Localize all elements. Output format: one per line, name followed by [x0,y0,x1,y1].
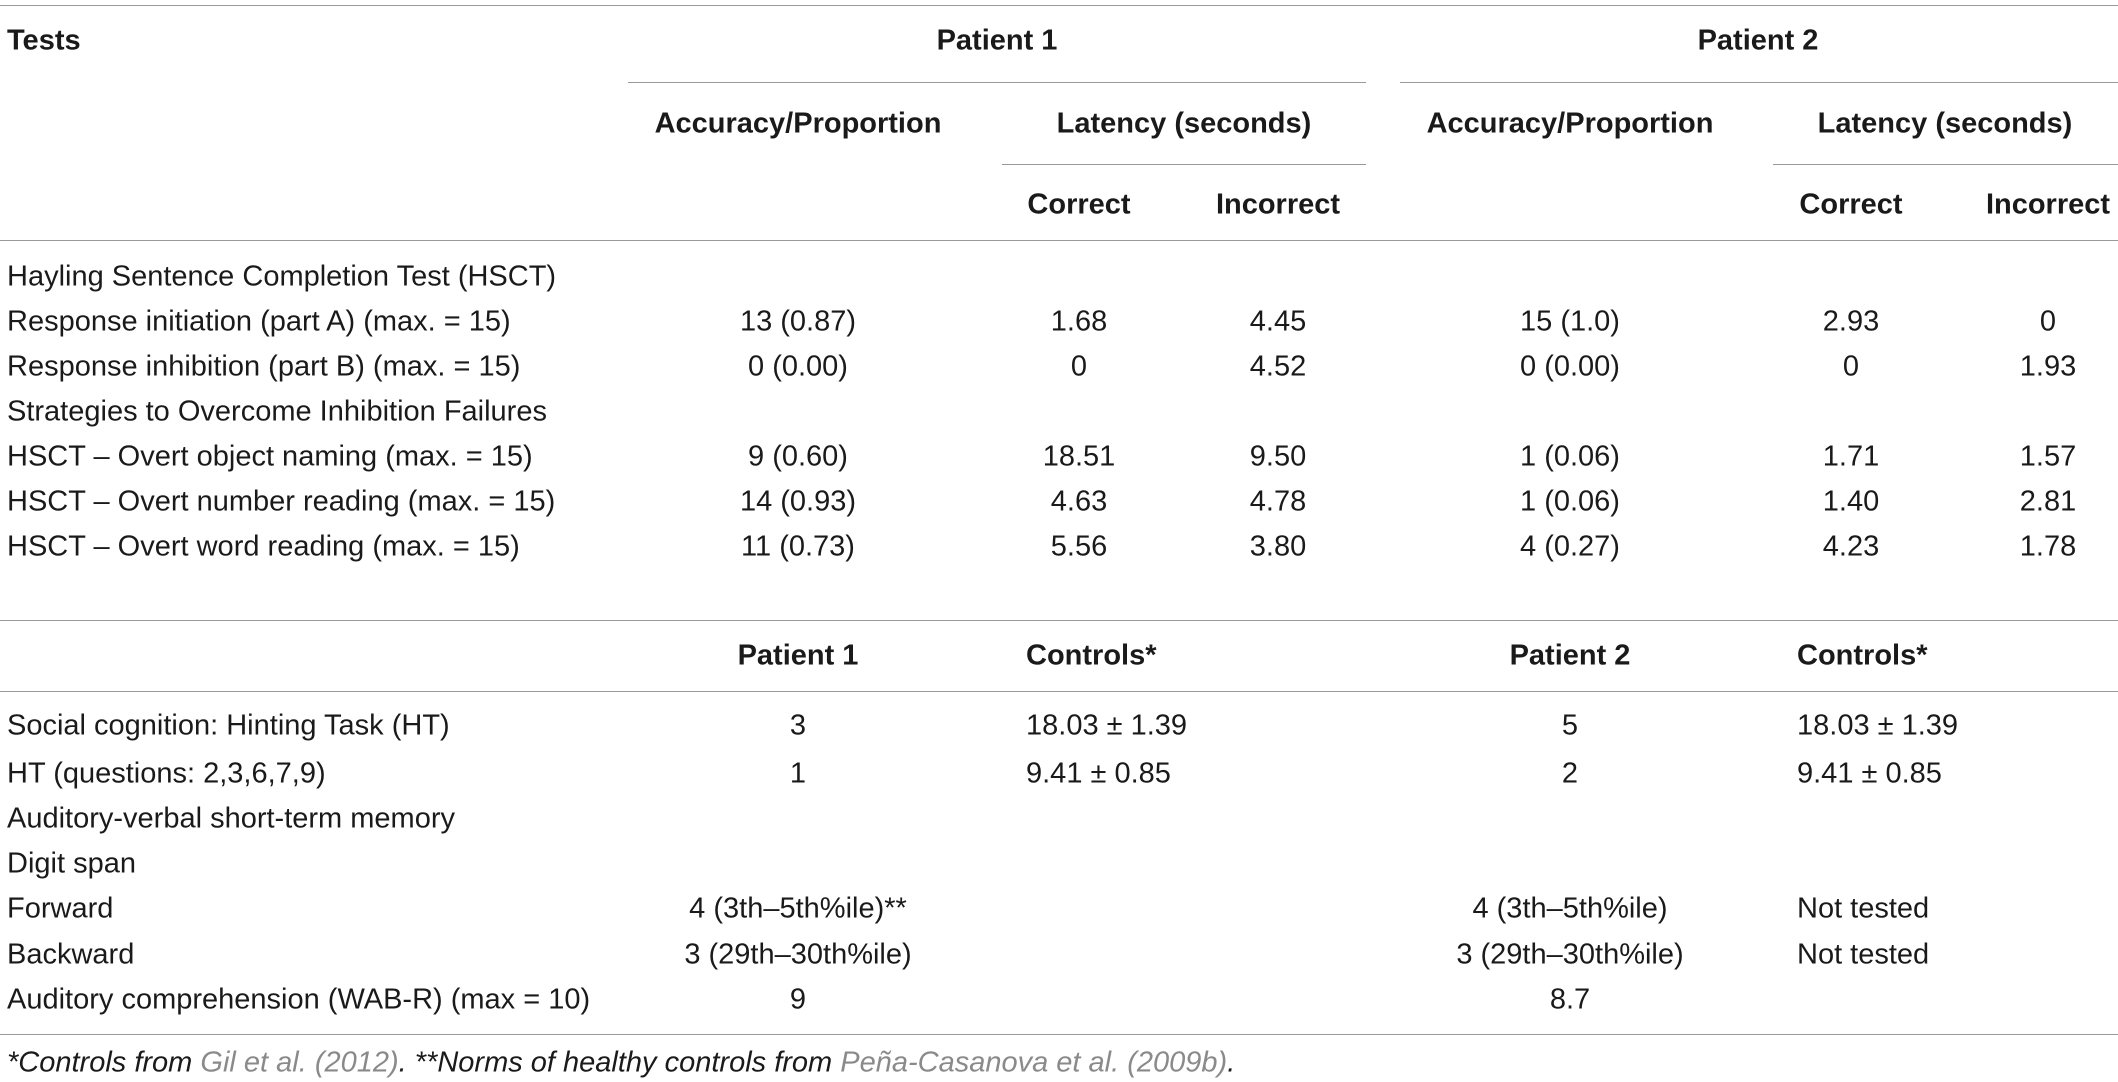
footnote-ref-gil[interactable]: Gil et al. (2012) [200,1046,399,1079]
table-cell: 9 [789,983,807,1016]
table-cell: 0 [1070,350,1088,383]
table-cell: 18.51 [1042,440,1116,473]
rule-latency2 [1773,164,2118,165]
table-cell: 1 (0.06) [1520,485,1620,518]
header-patient1: Patient 1 [936,24,1058,57]
table-cell: Not tested [1797,938,1930,971]
row-label: Auditory-verbal short-term memory [7,802,455,835]
table-cell: 9 (0.60) [748,440,848,473]
header-tests: Tests [7,24,81,57]
table-cell: 9.41 ± 0.85 [1797,757,1942,790]
row-label: Social cognition: Hinting Task (HT) [7,709,450,742]
table-cell: 5 [1561,709,1579,742]
header-correct-p1: Correct [1027,188,1131,221]
table-cell: 1.93 [2019,350,2077,383]
table-cell: 11 (0.73) [741,530,855,563]
table-cell: 1 [789,757,807,790]
rule-patient2 [1400,82,2118,83]
table-cell: 1.57 [2019,440,2077,473]
row-label: Backward [7,938,135,971]
table-cell: 4 (3th–5th%ile)** [689,892,907,925]
table-cell: 9.41 ± 0.85 [1026,757,1171,790]
table-cell: Not tested [1797,892,1930,925]
header2-controls2: Controls* [1797,639,1928,672]
row-label: Auditory comprehension (WAB-R) (max = 10… [7,983,591,1016]
table-cell: 4.45 [1249,305,1307,338]
header-latency-p1: Latency (seconds) [1056,107,1312,140]
header-incorrect-p1: Incorrect [1215,188,1341,221]
table-cell: 5.56 [1050,530,1108,563]
table-cell: 4.78 [1249,485,1307,518]
table-cell: 4.52 [1249,350,1307,383]
table-cell: 1.68 [1050,305,1108,338]
row-label: Response initiation (part A) (max. = 15) [7,305,511,338]
table-cell: 18.03 ± 1.39 [1797,709,1959,742]
row-label: Digit span [7,847,136,880]
table-cell: 0 [2039,305,2057,338]
table-cell: 4 (0.27) [1520,530,1620,563]
footnote-ref-pena[interactable]: Peña-Casanova et al. (2009b) [840,1046,1228,1079]
table-cell: 1.40 [1822,485,1880,518]
table-cell: 13 (0.87) [739,305,857,338]
header-latency-p2: Latency (seconds) [1817,107,2073,140]
table-cell: 2.93 [1822,305,1880,338]
row-label: Hayling Sentence Completion Test (HSCT) [7,260,557,293]
rule-bottom [0,1034,2118,1035]
table-footnote: *Controls from Gil et al. (2012). **Norm… [7,1046,1236,1079]
header-accuracy-p2: Accuracy/Proportion [1426,107,1714,140]
header-accuracy-p1: Accuracy/Proportion [654,107,942,140]
rule-section-divider [0,620,2118,621]
row-label: Forward [7,892,114,925]
table-cell: 3 [789,709,807,742]
table-cell: 0 [1842,350,1860,383]
table-cell: 8.7 [1549,983,1591,1016]
table-cell: 0 (0.00) [1520,350,1620,383]
table-cell: 9.50 [1249,440,1307,473]
table-cell: 18.03 ± 1.39 [1026,709,1188,742]
footnote-text-3: . [1227,1046,1236,1079]
table-cell: 14 (0.93) [739,485,857,518]
header-correct-p2: Correct [1799,188,1903,221]
rule-header-bottom [0,240,2118,241]
table-cell: 1.78 [2019,530,2077,563]
rule-top [0,5,2118,6]
row-label: HT (questions: 2,3,6,7,9) [7,757,326,790]
table-cell: 4.63 [1050,485,1108,518]
table-cell: 1 (0.06) [1520,440,1620,473]
header2-patient1: Patient 1 [737,639,859,672]
header2-controls1: Controls* [1026,639,1157,672]
table-cell: 3 (29th–30th%ile) [1456,938,1684,971]
footnote-text-2: . **Norms of healthy controls from [398,1046,841,1079]
rule-header2-bottom [0,691,2118,692]
table-cell: 3 (29th–30th%ile) [684,938,912,971]
header2-patient2: Patient 2 [1509,639,1631,672]
header-patient2: Patient 2 [1697,24,1819,57]
footnote-text-1: *Controls from [7,1046,201,1079]
rule-latency1 [1002,164,1366,165]
table-cell: 0 (0.00) [748,350,848,383]
row-label: Strategies to Overcome Inhibition Failur… [7,395,547,428]
table-cell: 15 (1.0) [1520,305,1620,338]
table-cell: 2 [1561,757,1579,790]
table-cell: 3.80 [1249,530,1307,563]
table-cell: 4 (3th–5th%ile) [1472,892,1668,925]
header-incorrect-p2: Incorrect [1985,188,2111,221]
row-label: HSCT – Overt word reading (max. = 15) [7,530,520,563]
row-label: HSCT – Overt object naming (max. = 15) [7,440,533,473]
table-cell: 2.81 [2019,485,2077,518]
table-cell: 1.71 [1822,440,1880,473]
row-label: HSCT – Overt number reading (max. = 15) [7,485,556,518]
table-cell: 4.23 [1822,530,1880,563]
rule-patient1 [628,82,1366,83]
row-label: Response inhibition (part B) (max. = 15) [7,350,521,383]
